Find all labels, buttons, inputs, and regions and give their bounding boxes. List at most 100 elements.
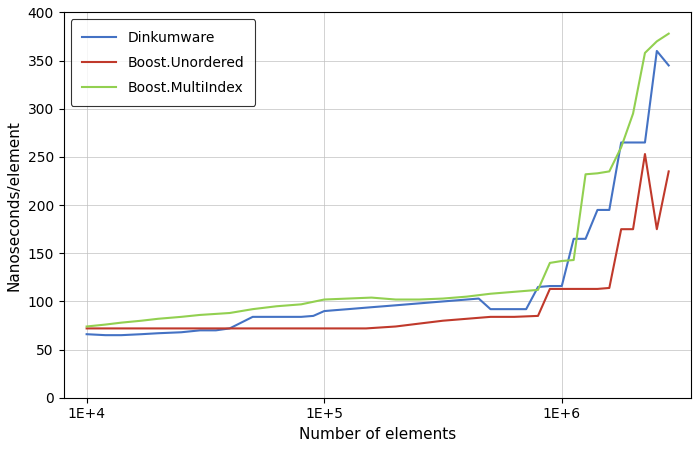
- Y-axis label: Nanoseconds/element: Nanoseconds/element: [7, 120, 22, 291]
- Boost.MultiIndex: [225, 310, 234, 316]
- Boost.MultiIndex: [463, 294, 471, 299]
- Boost.MultiIndex: [297, 302, 305, 307]
- Boost.Unordered: [570, 286, 578, 291]
- Dinkumware: [355, 305, 364, 311]
- Dinkumware: [439, 299, 447, 304]
- Boost.MultiIndex: [82, 324, 91, 329]
- Boost.MultiIndex: [581, 172, 590, 177]
- Boost.MultiIndex: [248, 307, 257, 312]
- Boost.MultiIndex: [546, 260, 554, 266]
- Dinkumware: [427, 300, 436, 305]
- Dinkumware: [617, 140, 625, 145]
- Dinkumware: [154, 330, 163, 336]
- Dinkumware: [272, 314, 281, 320]
- Dinkumware: [211, 328, 220, 333]
- Boost.Unordered: [392, 324, 400, 329]
- Dinkumware: [117, 332, 126, 338]
- Dinkumware: [570, 236, 578, 242]
- Boost.MultiIndex: [415, 297, 424, 302]
- Boost.Unordered: [641, 151, 649, 157]
- Boost.Unordered: [463, 316, 471, 321]
- Boost.MultiIndex: [534, 287, 542, 293]
- Boost.MultiIndex: [320, 297, 328, 302]
- Boost.MultiIndex: [605, 169, 614, 174]
- Dinkumware: [629, 140, 637, 145]
- Dinkumware: [415, 301, 424, 306]
- Boost.MultiIndex: [653, 39, 661, 44]
- Dinkumware: [641, 140, 649, 145]
- Dinkumware: [283, 314, 292, 320]
- Boost.MultiIndex: [641, 50, 649, 56]
- Boost.MultiIndex: [392, 297, 400, 302]
- Boost.Unordered: [82, 326, 91, 331]
- Boost.Unordered: [362, 326, 370, 331]
- Dinkumware: [463, 297, 471, 302]
- Boost.Unordered: [248, 326, 257, 331]
- X-axis label: Number of elements: Number of elements: [299, 427, 456, 442]
- Boost.MultiIndex: [101, 322, 110, 327]
- Boost.Unordered: [546, 286, 554, 291]
- Boost.Unordered: [629, 226, 637, 232]
- Dinkumware: [177, 330, 186, 335]
- Boost.Unordered: [225, 326, 234, 331]
- Boost.MultiIndex: [664, 31, 673, 36]
- Line: Dinkumware: Dinkumware: [87, 51, 669, 335]
- Dinkumware: [367, 304, 376, 310]
- Boost.Unordered: [320, 326, 328, 331]
- Boost.MultiIndex: [487, 291, 495, 296]
- Line: Boost.Unordered: Boost.Unordered: [87, 154, 669, 328]
- Dinkumware: [380, 304, 388, 309]
- Boost.Unordered: [510, 314, 519, 320]
- Boost.Unordered: [605, 285, 614, 291]
- Dinkumware: [332, 308, 340, 313]
- Boost.Unordered: [617, 226, 625, 232]
- Boost.Unordered: [581, 286, 590, 291]
- Boost.MultiIndex: [196, 312, 205, 317]
- Boost.Unordered: [177, 326, 186, 331]
- Dinkumware: [487, 307, 495, 312]
- Dinkumware: [248, 314, 257, 320]
- Dinkumware: [297, 314, 305, 320]
- Boost.Unordered: [415, 321, 424, 326]
- Dinkumware: [593, 207, 602, 213]
- Boost.Unordered: [664, 169, 673, 174]
- Boost.Unordered: [439, 318, 447, 323]
- Dinkumware: [392, 303, 400, 308]
- Boost.MultiIndex: [617, 145, 625, 150]
- Dinkumware: [498, 307, 507, 312]
- Legend: Dinkumware, Boost.Unordered, Boost.MultiIndex: Dinkumware, Boost.Unordered, Boost.Multi…: [70, 19, 255, 106]
- Dinkumware: [138, 331, 146, 337]
- Dinkumware: [475, 296, 483, 301]
- Boost.Unordered: [283, 326, 292, 331]
- Boost.MultiIndex: [117, 320, 126, 326]
- Dinkumware: [653, 48, 661, 54]
- Boost.MultiIndex: [510, 289, 519, 295]
- Dinkumware: [558, 283, 566, 289]
- Boost.MultiIndex: [558, 258, 566, 264]
- Boost.MultiIndex: [272, 304, 281, 309]
- Dinkumware: [403, 302, 412, 307]
- Boost.Unordered: [124, 326, 133, 331]
- Boost.Unordered: [309, 326, 318, 331]
- Boost.MultiIndex: [154, 316, 163, 321]
- Boost.Unordered: [558, 286, 566, 291]
- Boost.MultiIndex: [570, 257, 578, 263]
- Boost.Unordered: [593, 286, 602, 291]
- Dinkumware: [82, 331, 91, 337]
- Dinkumware: [101, 332, 110, 338]
- Boost.Unordered: [653, 226, 661, 232]
- Dinkumware: [510, 307, 519, 312]
- Dinkumware: [522, 307, 530, 312]
- Dinkumware: [320, 308, 328, 314]
- Dinkumware: [581, 236, 590, 242]
- Boost.MultiIndex: [593, 171, 602, 176]
- Boost.MultiIndex: [138, 318, 146, 323]
- Dinkumware: [451, 298, 459, 303]
- Dinkumware: [309, 313, 318, 319]
- Boost.Unordered: [154, 326, 163, 331]
- Line: Boost.MultiIndex: Boost.MultiIndex: [87, 34, 669, 326]
- Boost.MultiIndex: [367, 295, 376, 300]
- Dinkumware: [534, 284, 542, 290]
- Boost.MultiIndex: [629, 111, 637, 116]
- Dinkumware: [344, 307, 352, 312]
